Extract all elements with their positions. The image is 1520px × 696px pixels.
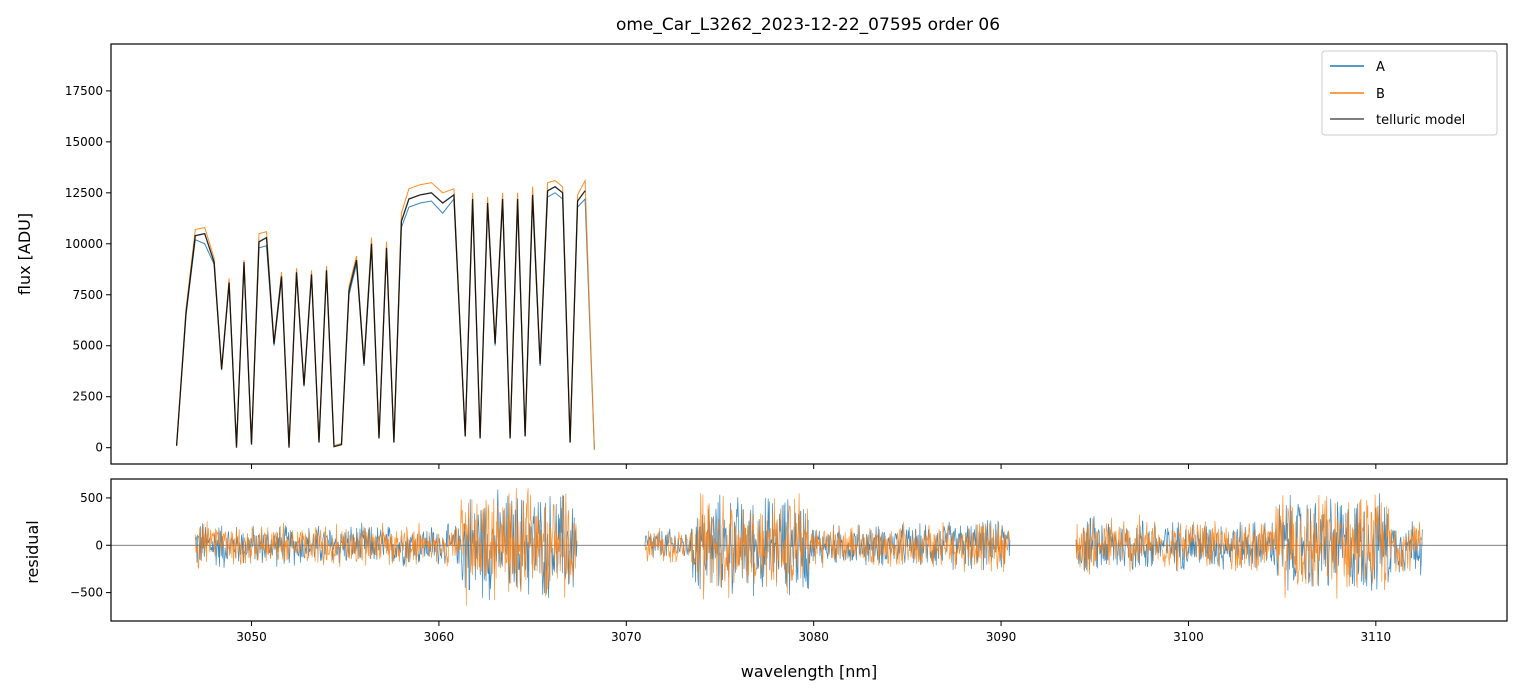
flux-y-tick-label: 5000 [72,339,103,353]
residual-axes-frame [110,478,1508,622]
flux-y-label: flux [ADU] [15,213,34,295]
residual-x-tick-label: 3060 [424,630,455,644]
residual-x-tick-label: 3110 [1361,630,1392,644]
flux-series-group [175,178,595,450]
flux-x-ticks [251,464,1377,469]
flux-y-tick-label: 15000 [65,135,103,149]
chart-title: ome_Car_L3262_2023-12-22_07595 order 06 [616,15,1000,35]
residual-x-tick-label: 3050 [236,630,267,644]
residual-y-label: residual [23,520,42,583]
legend-label-b: B [1376,87,1385,102]
flux-panel: 0 2500 5000 7500 10000 12500 15000 17500 flux [… [15,43,1508,469]
flux-y-tick-label: 0 [95,441,103,455]
legend: A B telluric model [1321,50,1498,136]
legend-box [1321,50,1498,136]
residual-y-ticks: −500 0 500 [70,491,111,600]
flux-axes-frame [110,43,1508,465]
residual-x-tick-label: 3090 [986,630,1017,644]
residual-series-group [111,488,1507,606]
legend-label-telluric: telluric model [1376,113,1465,128]
legend-label-a: A [1376,60,1385,75]
residual-y-tick-label: 0 [95,538,103,552]
flux-y-tick-label: 17500 [65,84,103,98]
residual-panel: −500 0 500 3050 3060 3070 3080 3090 3100 3110 re… [23,478,1508,681]
residual-y-tick-label: 500 [80,491,103,505]
flux-y-ticks: 0 2500 5000 7500 10000 12500 15000 17500 [65,84,111,455]
residual-x-tick-label: 3080 [798,630,829,644]
flux-y-tick-label: 2500 [72,390,103,404]
residual-x-tick-label: 3100 [1173,630,1204,644]
flux-series-telluric-model [175,185,586,448]
residual-y-tick-label: −500 [70,586,103,600]
flux-y-tick-label: 12500 [65,186,103,200]
residual-x-tick-label: 3070 [611,630,642,644]
residual-x-label: wavelength [nm] [741,662,878,681]
residual-x-ticks: 3050 3060 3070 3080 3090 3100 3110 [236,621,1391,644]
residual-series-b [194,488,1423,606]
flux-y-tick-label: 10000 [65,237,103,251]
flux-y-tick-label: 7500 [72,288,103,302]
